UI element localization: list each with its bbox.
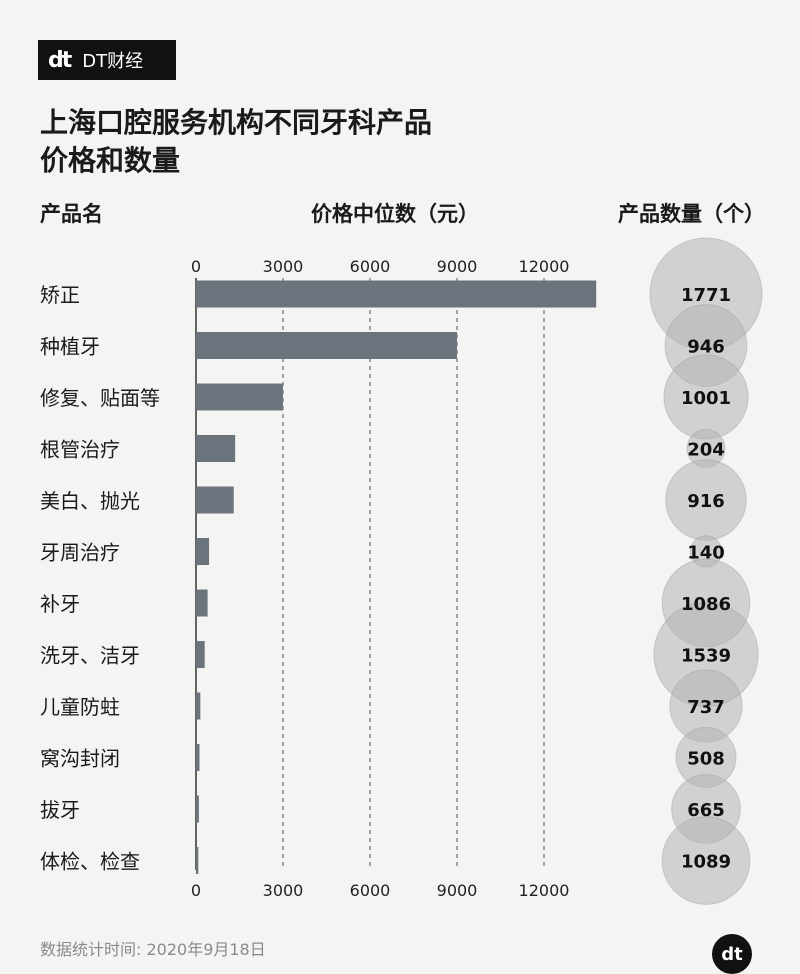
- x-tick-label-bottom-3: 9000: [437, 881, 478, 900]
- category-label-0: 矫正: [40, 283, 80, 307]
- count-label-9: 508: [687, 749, 725, 770]
- footer-note: 数据统计时间: 2020年9月18日: [40, 940, 266, 959]
- x-tick-label-bottom-1: 3000: [263, 881, 304, 900]
- count-column-header: 产品数量（个）: [618, 202, 765, 226]
- x-tick-label-bottom-0: 0: [191, 881, 201, 900]
- count-label-0: 1771: [681, 285, 731, 306]
- chart-title: 上海口腔服务机构不同牙科产品 价格和数量: [40, 104, 432, 180]
- price-bar-7: [196, 641, 205, 668]
- category-label-7: 洗牙、洁牙: [40, 644, 140, 668]
- category-label-3: 根管治疗: [40, 438, 120, 462]
- category-label-4: 美白、抛光: [40, 489, 140, 513]
- count-label-10: 665: [687, 800, 725, 821]
- product-column-header: 产品名: [40, 202, 103, 226]
- chart-title-line2: 价格和数量: [40, 144, 181, 177]
- x-tick-label-top-0: 0: [191, 257, 201, 276]
- x-tick-label-top-2: 6000: [350, 257, 391, 276]
- x-tick-label-bottom-2: 6000: [350, 881, 391, 900]
- brand-logo: dt DT财经: [38, 40, 176, 80]
- category-label-11: 体检、检查: [40, 850, 140, 874]
- category-label-8: 儿童防蛀: [40, 695, 120, 719]
- price-bar-10: [196, 795, 199, 823]
- x-tick-label-top-3: 9000: [437, 257, 478, 276]
- count-label-1: 946: [687, 337, 725, 358]
- count-label-7: 1539: [681, 646, 731, 667]
- corner-logo: dt: [712, 934, 752, 974]
- category-label-2: 修复、贴面等: [40, 386, 160, 410]
- count-label-6: 1086: [681, 594, 731, 615]
- brand-mark: dt: [48, 47, 72, 73]
- price-column-header: 价格中位数（元）: [311, 202, 479, 226]
- price-bar-0: [196, 280, 597, 308]
- count-label-2: 1001: [681, 388, 731, 409]
- count-bubble-11: [661, 816, 751, 905]
- price-bar-9: [196, 744, 200, 771]
- brand-name: DT财经: [82, 51, 144, 72]
- count-label-8: 737: [687, 697, 725, 718]
- chart-title-line1: 上海口腔服务机构不同牙科产品: [40, 106, 433, 139]
- price-bar-4: [196, 486, 234, 514]
- price-bar-6: [196, 589, 208, 617]
- price-bar-1: [196, 332, 457, 359]
- price-bar-11: [196, 847, 199, 874]
- category-label-10: 拔牙: [40, 798, 80, 822]
- count-label-11: 1089: [681, 852, 731, 873]
- category-label-5: 牙周治疗: [40, 541, 120, 565]
- x-tick-label-top-1: 3000: [263, 257, 304, 276]
- count-label-5: 140: [687, 543, 725, 564]
- x-tick-label-bottom-4: 12000: [519, 881, 570, 900]
- price-bar-2: [196, 383, 283, 411]
- x-tick-label-top-4: 12000: [519, 257, 570, 276]
- price-bar-8: [196, 692, 201, 720]
- category-label-9: 窝沟封闭: [40, 747, 120, 771]
- category-label-1: 种植牙: [40, 335, 100, 359]
- price-bar-5: [196, 538, 210, 565]
- category-label-6: 补牙: [40, 592, 80, 616]
- count-label-4: 916: [687, 491, 725, 512]
- count-label-3: 204: [687, 440, 725, 461]
- price-bar-3: [196, 435, 236, 462]
